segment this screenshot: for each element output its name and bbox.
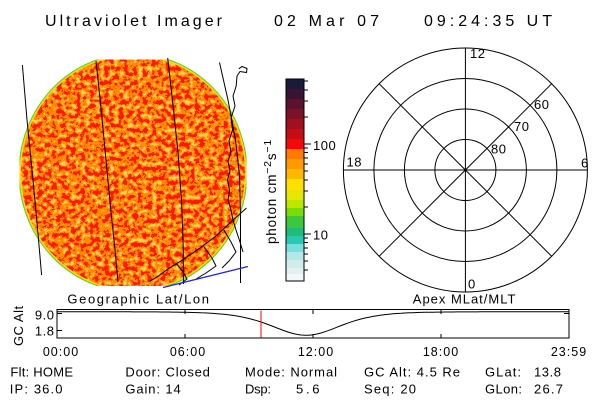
svg-text:23:59: 23:59: [551, 345, 587, 359]
svg-text:GLon:: GLon:: [485, 382, 522, 397]
svg-text:0: 0: [468, 277, 476, 292]
svg-text:12: 12: [470, 46, 485, 61]
svg-text:5.6: 5.6: [296, 382, 320, 397]
svg-text:Door: Closed: Door: Closed: [125, 365, 209, 380]
svg-text:Mode: Normal: Mode: Normal: [245, 365, 337, 380]
svg-text:1.8: 1.8: [35, 324, 55, 339]
svg-text:02 Mar 07: 02 Mar 07: [274, 13, 379, 30]
svg-text:13.8: 13.8: [534, 365, 561, 380]
svg-text:Dsp:: Dsp:: [245, 382, 271, 397]
svg-text:00:00: 00:00: [43, 345, 79, 359]
svg-text:70: 70: [514, 119, 529, 134]
svg-text:18: 18: [347, 155, 362, 170]
svg-text:26.7: 26.7: [534, 382, 563, 397]
svg-text:80: 80: [491, 142, 506, 157]
svg-text:12:00: 12:00: [298, 345, 334, 359]
svg-text:9.0: 9.0: [35, 308, 55, 323]
svg-text:GC Alt: 4.5 Re: GC Alt: 4.5 Re: [364, 365, 460, 380]
svg-text:06:00: 06:00: [170, 345, 206, 359]
svg-text:Apex MLat/MLT: Apex MLat/MLT: [413, 292, 516, 307]
svg-text:Seq: 20: Seq: 20: [364, 382, 416, 397]
svg-text:Flt: HOME: Flt: HOME: [10, 365, 73, 380]
svg-text:60: 60: [534, 97, 549, 112]
svg-text:GLat:: GLat:: [485, 365, 521, 380]
svg-text:18:00: 18:00: [423, 345, 459, 359]
svg-text:100: 100: [313, 138, 336, 153]
svg-text:GC Alt: GC Alt: [11, 305, 26, 346]
svg-text:Gain: 14: Gain: 14: [125, 382, 180, 397]
svg-text:6: 6: [581, 156, 589, 171]
svg-text:10: 10: [313, 228, 328, 243]
svg-text:09:24:35 UT: 09:24:35 UT: [424, 13, 552, 30]
svg-text:photon cm−2s−1: photon cm−2s−1: [262, 139, 279, 244]
svg-text:IP: 36.0: IP: 36.0: [10, 382, 63, 397]
svg-text:Geographic Lat/Lon: Geographic Lat/Lon: [67, 292, 209, 307]
